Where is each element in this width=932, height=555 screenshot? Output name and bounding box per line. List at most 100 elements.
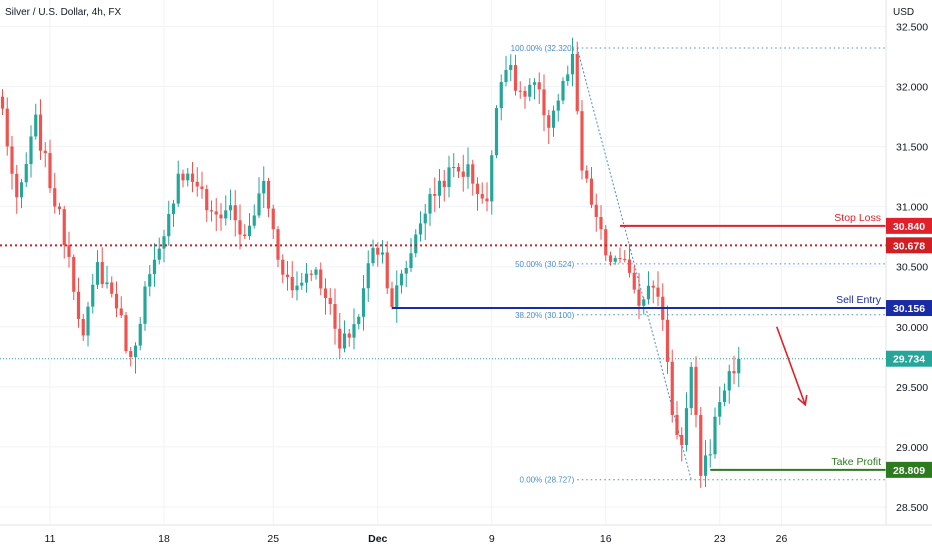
candle-body	[713, 416, 717, 455]
candle-body	[342, 333, 347, 349]
price-tag-label: 30.156	[893, 303, 925, 315]
candle-body	[148, 274, 152, 287]
candle-body	[418, 223, 423, 235]
candle-body	[722, 390, 727, 403]
candle-body	[675, 414, 679, 435]
candle-body	[589, 178, 594, 205]
candle-body	[10, 146, 14, 174]
time-tick-label: 23	[714, 533, 726, 545]
candle-body	[390, 288, 394, 307]
candle-body	[281, 259, 285, 275]
candle-body	[399, 273, 404, 286]
candle-body	[561, 80, 565, 101]
fib-level-label: 38.20% (30.100)	[515, 311, 574, 320]
candle-body	[219, 214, 223, 219]
candle-body	[518, 90, 522, 92]
candle-body	[456, 166, 461, 172]
candle-body	[176, 173, 180, 204]
candle-body	[466, 164, 470, 177]
price-tag-label: 30.840	[893, 221, 925, 233]
candle-body	[34, 114, 38, 137]
fib-level-label: 100.00% (32.320)	[511, 44, 575, 53]
direction-arrow[interactable]	[775, 326, 808, 407]
candle-body	[100, 262, 104, 285]
candle-body	[29, 136, 33, 165]
candle-body	[133, 345, 138, 357]
candle-body	[295, 285, 299, 291]
candle-body	[371, 247, 375, 264]
candle-body	[551, 110, 556, 128]
candle-body	[110, 282, 114, 294]
candle-body	[594, 204, 598, 218]
candle-body	[694, 366, 698, 415]
price-tag	[886, 350, 932, 367]
candle-body	[124, 315, 128, 352]
candle-body	[271, 208, 275, 230]
candle-body	[347, 333, 351, 338]
candle-body	[200, 186, 204, 190]
candle-body	[618, 258, 622, 260]
price-axis[interactable]: 32.500 32.000 31.500 31.000 30.500 30.000 29.5…	[896, 21, 928, 514]
candle-body	[380, 252, 385, 255]
candle-body	[727, 371, 731, 391]
candle-body	[152, 259, 157, 275]
fib-level-label: 50.00% (30.524)	[515, 260, 574, 269]
candle-body	[114, 293, 119, 309]
candle-body	[143, 286, 147, 324]
candle-body	[195, 181, 199, 187]
candle-body	[319, 269, 323, 289]
chart-title: Silver / U.S. Dollar, 4h, FX	[5, 7, 121, 18]
candle-body	[304, 273, 309, 283]
price-tag	[886, 217, 932, 234]
candle-body	[76, 291, 81, 319]
candle-body	[214, 211, 218, 215]
candle-body	[243, 234, 247, 237]
candle-body	[409, 253, 413, 269]
candle-body	[333, 304, 337, 329]
candle-body	[485, 198, 489, 202]
candle-body	[205, 189, 209, 211]
candle-body	[471, 164, 475, 184]
candle-body	[475, 183, 480, 194]
candle-body	[91, 284, 95, 307]
candle-body	[414, 234, 418, 254]
candle-body	[570, 53, 575, 75]
candle-body	[72, 256, 76, 292]
candle-body	[181, 173, 185, 181]
candle-body	[252, 215, 256, 226]
candle-body	[309, 273, 313, 275]
candle-body	[328, 298, 332, 305]
candle-body	[490, 155, 494, 202]
candle-body	[300, 282, 304, 286]
candle-body	[423, 213, 427, 224]
candle-body	[656, 287, 660, 297]
trade-levels[interactable]: Stop Loss Sell Entry Take Profit	[0, 212, 886, 471]
candle-body	[224, 210, 228, 219]
candle-body	[433, 194, 437, 196]
candle-body	[119, 308, 123, 316]
candle-body	[637, 289, 641, 306]
price-tags: 30.840 30.156 28.809 30.678 29.734	[886, 217, 932, 478]
candle-body	[623, 259, 627, 261]
price-tag	[886, 237, 932, 254]
price-tick-label: 29.500	[896, 382, 928, 394]
price-tick-label: 31.500	[896, 142, 928, 154]
candle-body	[238, 220, 242, 235]
candle-body	[547, 115, 551, 128]
candlestick-series	[0, 37, 741, 488]
time-tick-label: 18	[158, 533, 170, 545]
currency-label: USD	[893, 7, 914, 18]
candle-body	[428, 194, 432, 214]
price-tick-label: 31.000	[896, 202, 928, 214]
candle-body	[53, 188, 57, 207]
price-tag-label: 28.809	[893, 465, 925, 477]
arrow-shaft[interactable]	[775, 326, 807, 406]
candle-body	[542, 89, 546, 116]
candle-body	[81, 318, 85, 336]
candle-body	[290, 276, 294, 291]
candle-body	[528, 84, 532, 97]
time-axis[interactable]: 11 18 25 Dec 9 16 23 26	[45, 533, 788, 545]
arrow-head[interactable]	[797, 394, 808, 407]
